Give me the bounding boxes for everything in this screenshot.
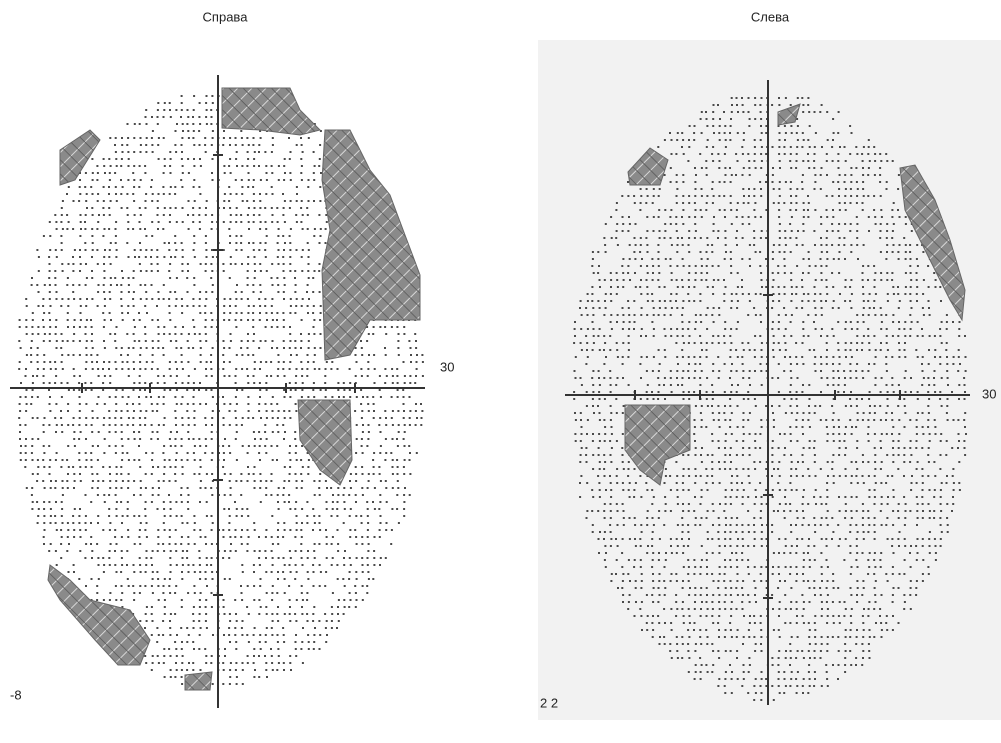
right-axis-label: 30 bbox=[982, 386, 996, 401]
right-corner-label: 2 2 bbox=[540, 695, 558, 710]
left-field bbox=[10, 75, 425, 708]
right-panel-bg bbox=[538, 40, 1001, 720]
right-title: Слева bbox=[751, 9, 790, 24]
page: Справа Слева 30 30 -8 2 2 (() => { const… bbox=[0, 0, 1001, 738]
defect-area bbox=[222, 88, 320, 135]
defect-area bbox=[298, 400, 352, 485]
left-corner-label: -8 bbox=[10, 687, 22, 702]
defect-area bbox=[185, 672, 212, 690]
left-axis-label: 30 bbox=[440, 359, 454, 374]
defect-area bbox=[322, 130, 420, 360]
left-title: Справа bbox=[203, 9, 249, 24]
defect-area bbox=[60, 130, 100, 185]
figure: Справа Слева 30 30 -8 2 2 bbox=[0, 0, 1001, 738]
